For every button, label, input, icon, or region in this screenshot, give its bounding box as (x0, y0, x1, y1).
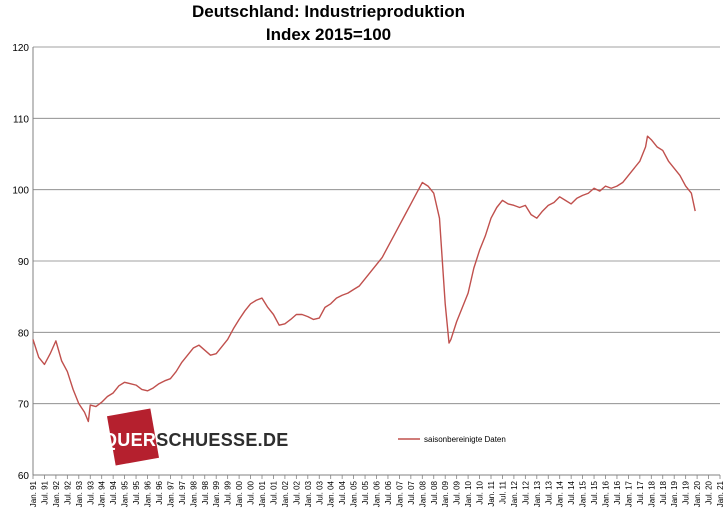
x-tick-label: Jan. 97 (166, 480, 175, 507)
y-tick-label: 80 (18, 328, 30, 339)
x-tick-label: Jan. 93 (75, 480, 84, 507)
x-tick-label: Jan. 99 (212, 480, 221, 507)
x-tick-label: Jul. 02 (292, 480, 301, 504)
x-tick-label: Jul. 00 (247, 480, 256, 504)
x-tick-label: Jan. 18 (647, 480, 656, 507)
x-tick-label: Jan. 02 (281, 480, 290, 507)
x-tick-label: Jan. 07 (395, 480, 404, 507)
x-tick-label: Jul. 98 (201, 480, 210, 504)
x-tick-label: Jan. 09 (441, 480, 450, 507)
series-line (32, 135, 696, 423)
chart-title: Deutschland: Industrieproduktion (192, 2, 465, 21)
x-axis: Jan. 91 Jul. 91 Jan. 92 Jul. 92 Jan. 93 Jul. … (29, 474, 725, 507)
x-tick-label: Jul. 16 (613, 480, 622, 504)
x-tick-label: Jul. 91 (40, 480, 49, 504)
x-tick-label: Jan. 12 (510, 480, 519, 507)
x-tick-label: Jan. 98 (189, 480, 198, 507)
x-tick-label: Jul. 93 (86, 480, 95, 504)
x-tick-label: Jan. 17 (624, 480, 633, 507)
x-tick-label: Jan. 03 (304, 480, 313, 507)
x-tick-label: Jul. 12 (521, 480, 530, 504)
x-tick-label: Jan. 95 (121, 480, 130, 507)
x-tick-label: Jul. 05 (361, 480, 370, 504)
x-tick-label: Jan. 16 (602, 480, 611, 507)
x-tick-label: Jan. 11 (487, 480, 496, 506)
x-tick-label: Jan. 00 (235, 480, 244, 507)
x-tick-label: Jan. 92 (52, 480, 61, 507)
x-tick-label: Jul. 04 (338, 480, 347, 504)
logo-text-quer: QUER (103, 430, 157, 450)
x-tick-label: Jul. 09 (453, 480, 462, 504)
x-tick-label: Jul. 03 (315, 480, 324, 504)
x-tick-label: Jul. 19 (682, 480, 691, 504)
x-tick-label: Jul. 95 (132, 480, 141, 504)
x-tick-label: Jan. 14 (556, 480, 565, 507)
x-tick-label: Jul. 06 (384, 480, 393, 504)
x-tick-label: Jan. 08 (418, 480, 427, 507)
x-tick-label: Jul. 97 (178, 480, 187, 504)
logo-text-schuesse: SCHUESSE.DE (156, 430, 289, 450)
x-tick-label: Jan. 91 (29, 480, 38, 507)
x-tick-label: Jul. 07 (407, 480, 416, 504)
x-tick-label: Jul. 18 (659, 480, 668, 504)
x-tick-label: Jul. 11 (498, 480, 507, 504)
x-tick-label: Jan. 06 (373, 480, 382, 507)
x-tick-label: Jan. 15 (579, 480, 588, 507)
y-axis: 60 70 80 90 100 110 120 (12, 43, 34, 482)
x-tick-label: Jul. 17 (636, 480, 645, 504)
gridlines (33, 46, 720, 405)
y-tick-label: 100 (12, 186, 29, 197)
chart-subtitle: Index 2015=100 (265, 25, 392, 44)
y-tick-label: 90 (18, 257, 30, 268)
y-tick-label: 70 (18, 400, 30, 411)
x-tick-label: Jan. 19 (670, 480, 679, 507)
x-tick-label: Jul. 10 (476, 480, 485, 504)
x-tick-label: Jan. 05 (350, 480, 359, 507)
y-tick-label: 120 (12, 43, 29, 54)
legend-label: saisonbereinigte Daten (424, 435, 506, 444)
x-tick-label: Jan. 94 (98, 480, 107, 507)
x-tick-label: Jul. 20 (705, 480, 714, 504)
x-tick-label: Jan. 10 (464, 480, 473, 507)
x-tick-label: Jan. 13 (533, 480, 542, 507)
x-tick-label: Jan. 20 (693, 480, 702, 507)
x-tick-label: Jan. 96 (144, 480, 153, 507)
series-layer (32, 135, 696, 423)
x-tick-label: Jul. 08 (430, 480, 439, 504)
x-tick-label: Jul. 96 (155, 480, 164, 504)
y-tick-label: 110 (13, 114, 29, 125)
x-tick-label: Jul. 13 (544, 480, 553, 504)
x-tick-label: Jul. 99 (224, 480, 233, 504)
x-tick-label: Jul. 15 (590, 480, 599, 504)
x-tick-label: Jul. 92 (63, 480, 72, 504)
y-tick-label: 60 (18, 471, 30, 482)
x-tick-label: Jul. 94 (109, 480, 118, 504)
x-tick-label: Jan. 21 (716, 480, 725, 507)
x-tick-label: Jul. 14 (567, 480, 576, 504)
x-tick-label: Jul. 01 (269, 480, 278, 504)
x-tick-label: Jan. 01 (258, 480, 267, 507)
x-tick-label: Jan. 04 (327, 480, 336, 507)
legend: saisonbereinigte Daten (398, 435, 506, 444)
